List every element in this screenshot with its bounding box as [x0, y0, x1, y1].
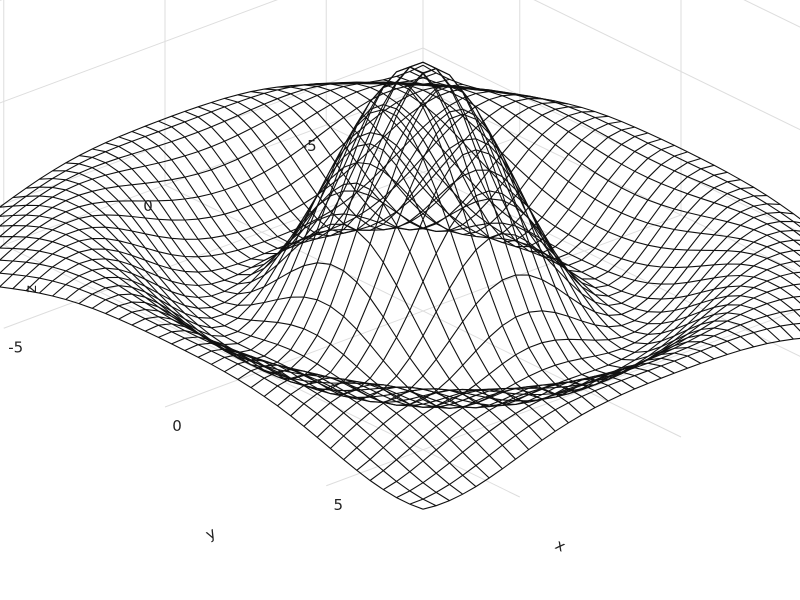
x-axis-title: x: [552, 536, 568, 556]
surface-wire-y: [0, 72, 437, 217]
x-tick-label: 0: [172, 417, 182, 435]
z-grid-line: [0, 0, 3, 1]
surface-wire-x: [0, 272, 437, 507]
z-grid-line: [533, 0, 800, 131]
surface-wire-y: [263, 203, 781, 406]
z-axis-title: z: [22, 285, 40, 293]
surface-wire-x: [65, 162, 583, 416]
z-grid-line: [0, 0, 278, 104]
surface-wire-x: [0, 225, 490, 479]
surface-wire-y: [0, 64, 424, 208]
tick-labels: -505-5050.00.51.0: [8, 137, 343, 514]
surface-wire-x: [0, 259, 450, 502]
surface-wire-y: [0, 85, 503, 274]
surface-wire-y: [409, 322, 800, 505]
surface-wire-y: [0, 88, 516, 288]
surface-wire-x: [92, 148, 609, 408]
surface-wire-y: [0, 78, 450, 227]
surface-wire-y: [197, 113, 715, 386]
y-tick-label: 0: [143, 197, 153, 215]
surface-wire-y: [171, 68, 688, 374]
surface-wire-y: [330, 249, 800, 449]
floor-grid-line-y: [3, 244, 520, 498]
surface-wire-x: [277, 86, 794, 340]
surface-wire-x: [105, 142, 622, 405]
surface-wire-y: [0, 81, 463, 238]
surface-wire-y: [316, 239, 800, 438]
surface-wire-y: [356, 271, 800, 471]
surface-wire-x: [0, 286, 424, 510]
surface-wire-x: [290, 84, 800, 332]
surface-wire-y: [303, 229, 800, 427]
x-tick-label: 5: [333, 496, 343, 514]
wall-top-edge: [0, 0, 423, 4]
floor-grid-line-y: [164, 184, 682, 438]
surface-wire-y: [237, 186, 754, 400]
surface-wire-y: [12, 91, 529, 290]
surface-wire-y: [396, 308, 800, 499]
surface-wire-x: [78, 155, 596, 409]
surface-wire-x: [131, 108, 649, 400]
surface-wire-y: [343, 260, 800, 461]
surface-wire-x: [317, 82, 800, 304]
y-tick-label: -5: [302, 137, 317, 155]
surface-wire-x: [330, 81, 800, 291]
surface-wire-y: [52, 101, 569, 299]
surface-wire-y: [224, 179, 741, 396]
surface-wire-x: [39, 177, 556, 432]
surface-wire-y: [383, 295, 800, 491]
x-tick-label: -5: [8, 338, 23, 356]
surface-wire-y: [211, 149, 728, 391]
surface-wire-y: [25, 94, 543, 292]
surface-wire-y: [184, 85, 701, 380]
surface-wire-x: [356, 82, 800, 268]
surface-wireframe: [0, 61, 800, 510]
surface-wire-y: [290, 220, 800, 417]
surface-wire-x: [343, 81, 800, 279]
surface-wire-y: [0, 83, 490, 261]
surface-wire-y: [38, 98, 556, 294]
y-axis-title: y: [203, 524, 219, 544]
z-grid-line: [743, 0, 800, 28]
wall-top-edge: [423, 0, 800, 64]
surface-wire-y: [422, 337, 800, 510]
surface-wire-y: [250, 195, 768, 403]
surface-wire-y: [105, 120, 622, 337]
surface-wire-x: [224, 97, 741, 361]
surface-wire-y: [158, 61, 675, 368]
